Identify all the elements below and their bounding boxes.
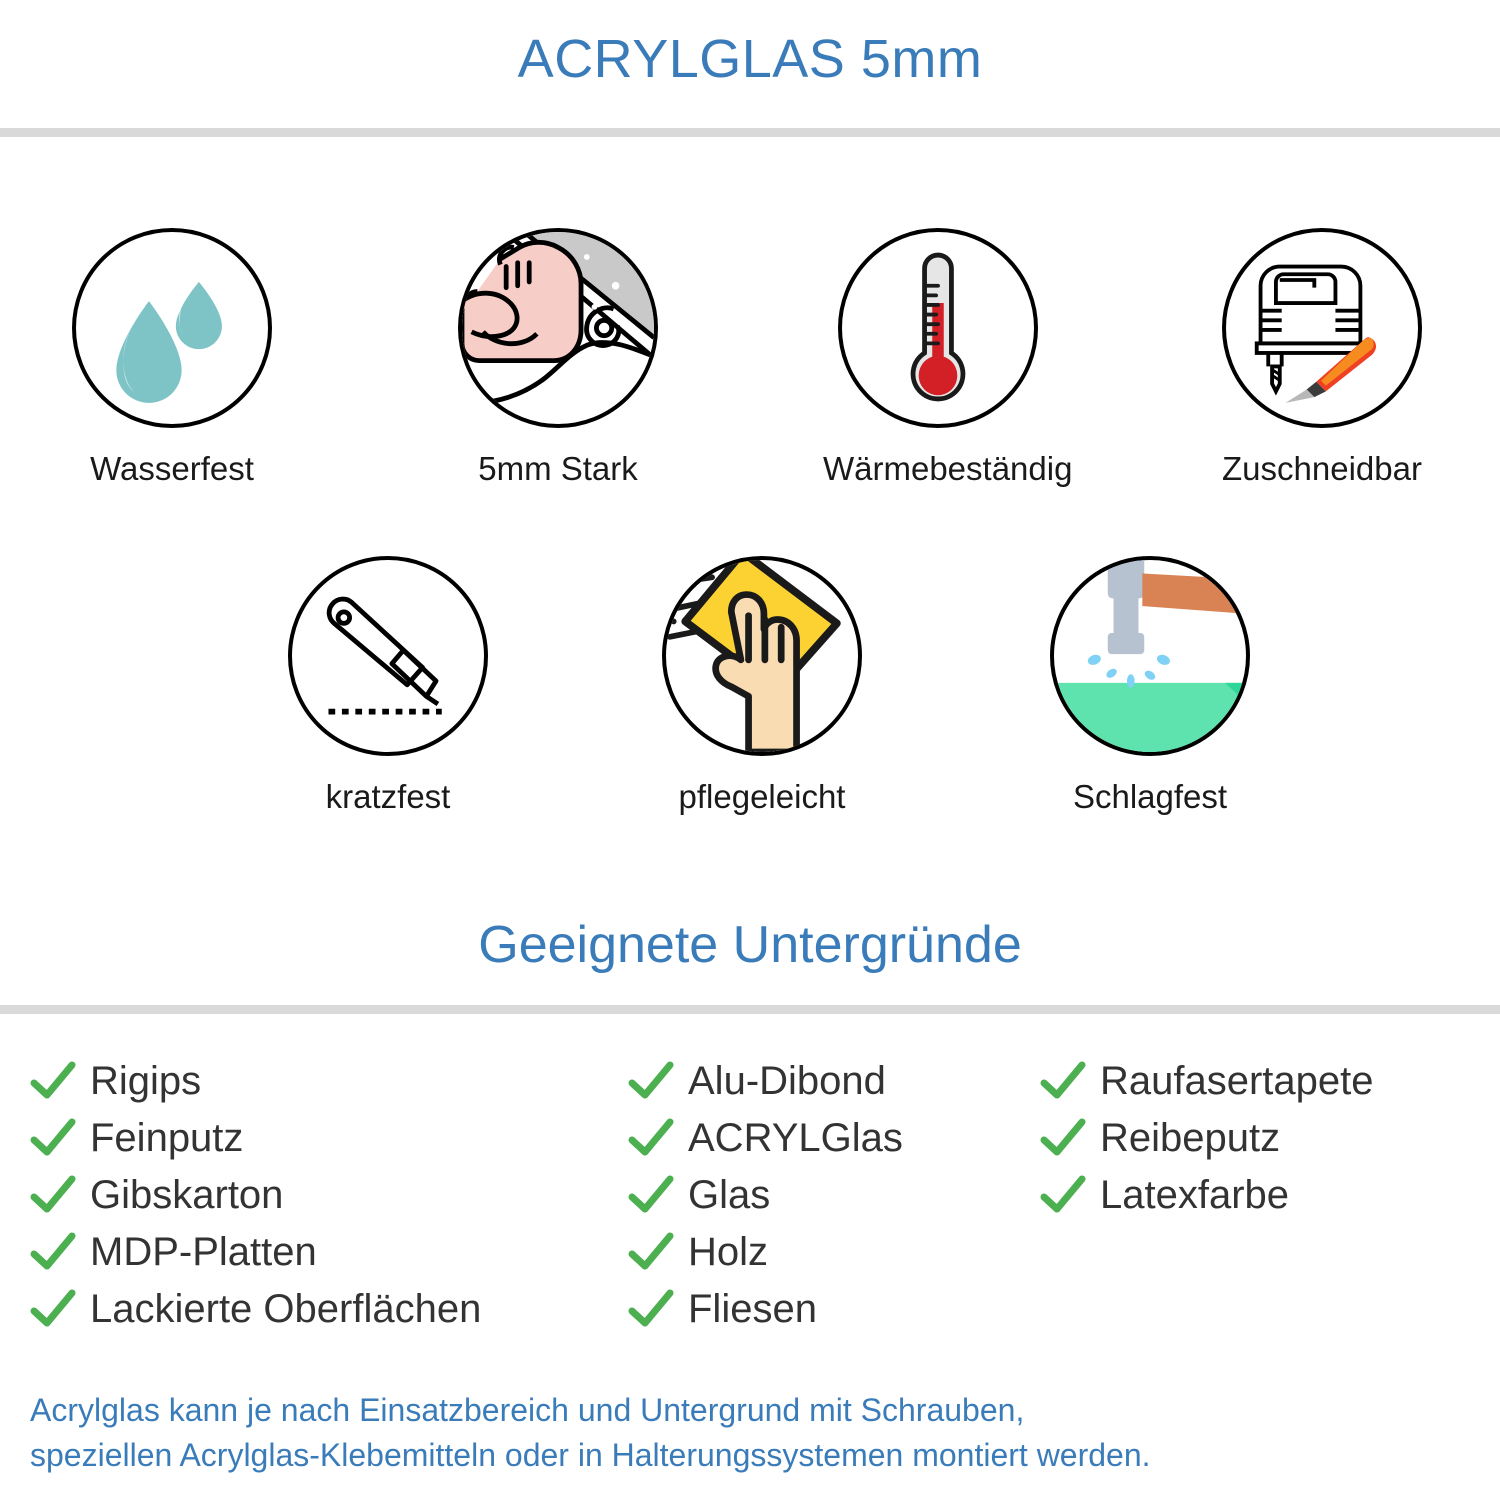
list-item-label: Gibskarton	[90, 1172, 284, 1217]
list-item: MDP-Platten	[30, 1223, 630, 1280]
substrate-column-1: Rigips Feinputz Gibskarton MDP-Platten L…	[30, 1052, 630, 1337]
page-title: ACRYLGLAS 5mm	[517, 29, 983, 89]
list-item: ACRYLGlas	[628, 1109, 1028, 1166]
jigsaw-cutter-icon	[1254, 264, 1377, 403]
feature-label: kratzfest	[325, 778, 451, 815]
feature-label: Zuschneidbar	[1222, 450, 1422, 487]
check-icon	[628, 1118, 674, 1155]
substrate-column-3: Raufasertapete Reibeputz Latexfarbe	[1040, 1052, 1490, 1223]
check-icon	[30, 1289, 76, 1326]
feature-schlagfest: Schlagfest	[1035, 556, 1265, 816]
feature-label: Wärmebeständig	[823, 450, 1073, 487]
substrate-checklists: Rigips Feinputz Gibskarton MDP-Platten L…	[0, 1052, 1500, 1342]
check-icon	[30, 1232, 76, 1269]
feature-circle	[662, 556, 862, 756]
list-item: Glas	[628, 1166, 1028, 1223]
list-item-label: Latexfarbe	[1100, 1172, 1290, 1217]
check-icon	[30, 1061, 76, 1098]
substrate-column-2: Alu-Dibond ACRYLGlas Glas Holz Fliesen	[628, 1052, 1028, 1337]
list-item: Gibskarton	[30, 1166, 630, 1223]
feature-wasserfest: Wasserfest	[57, 228, 287, 488]
list-item-label: Raufasertapete	[1100, 1058, 1374, 1103]
hand-cloth-icon	[666, 560, 841, 752]
list-item: Rigips	[30, 1052, 630, 1109]
feature-waermebestaendig: Wärmebeständig	[823, 228, 1073, 488]
list-item-label: Lackierte Oberflächen	[90, 1286, 482, 1331]
feature-circle	[1222, 228, 1422, 428]
feature-circle	[838, 228, 1038, 428]
list-item-label: Feinputz	[90, 1115, 244, 1160]
list-item-label: Reibeputz	[1100, 1115, 1281, 1160]
feature-circle	[458, 228, 658, 428]
feature-pflegeleicht: pflegeleicht	[647, 556, 877, 816]
feature-circle	[72, 228, 272, 428]
list-item: Lackierte Oberflächen	[30, 1280, 630, 1337]
feature-circle	[1050, 556, 1250, 756]
list-item: Raufasertapete	[1040, 1052, 1490, 1109]
list-item-label: Fliesen	[688, 1286, 817, 1331]
list-item-label: MDP-Platten	[90, 1229, 317, 1274]
check-icon	[1040, 1175, 1086, 1212]
check-icon	[1040, 1061, 1086, 1098]
hammer-impact-icon	[1054, 560, 1246, 752]
feature-label: Wasserfest	[90, 450, 254, 487]
list-item: Reibeputz	[1040, 1109, 1490, 1166]
list-item: Fliesen	[628, 1280, 1028, 1337]
check-icon	[628, 1061, 674, 1098]
check-icon	[30, 1118, 76, 1155]
feature-label: 5mm Stark	[478, 450, 638, 487]
footer-line-2: speziellen Acrylglas-Klebemitteln oder i…	[30, 1437, 1151, 1474]
footer-line-1: Acrylglas kann je nach Einsatzbereich un…	[30, 1392, 1025, 1428]
thermometer-icon	[910, 252, 966, 402]
divider-top	[0, 128, 1500, 137]
list-item: Feinputz	[30, 1109, 630, 1166]
feature-kratzfest: kratzfest	[273, 556, 503, 816]
list-item: Holz	[628, 1223, 1028, 1280]
list-item-label: Rigips	[90, 1058, 202, 1103]
feature-label: Schlagfest	[1072, 778, 1228, 815]
check-icon	[30, 1175, 76, 1212]
check-icon	[1040, 1118, 1086, 1155]
list-item: Alu-Dibond	[628, 1052, 1028, 1109]
list-item-label: Alu-Dibond	[688, 1058, 886, 1103]
flexed-bicep-icon	[462, 232, 654, 406]
section-heading: Geeignete Untergründe	[478, 916, 1022, 974]
check-icon	[628, 1289, 674, 1326]
feature-label: pflegeleicht	[678, 778, 846, 815]
water-drops-icon	[116, 281, 222, 403]
list-item-label: ACRYLGlas	[688, 1115, 903, 1160]
check-icon	[628, 1232, 674, 1269]
footer-note: Acrylglas kann je nach Einsatzbereich un…	[30, 1388, 1480, 1479]
feature-zuschneidbar: Zuschneidbar	[1207, 228, 1437, 488]
feature-5mm-stark: 5mm Stark	[443, 228, 673, 488]
list-item: Latexfarbe	[1040, 1166, 1490, 1223]
feature-circle	[288, 556, 488, 756]
list-item-label: Glas	[688, 1172, 771, 1217]
list-item-label: Holz	[688, 1229, 769, 1274]
knife-scratch-icon	[326, 596, 442, 715]
check-icon	[628, 1175, 674, 1212]
divider-middle	[0, 1005, 1500, 1014]
